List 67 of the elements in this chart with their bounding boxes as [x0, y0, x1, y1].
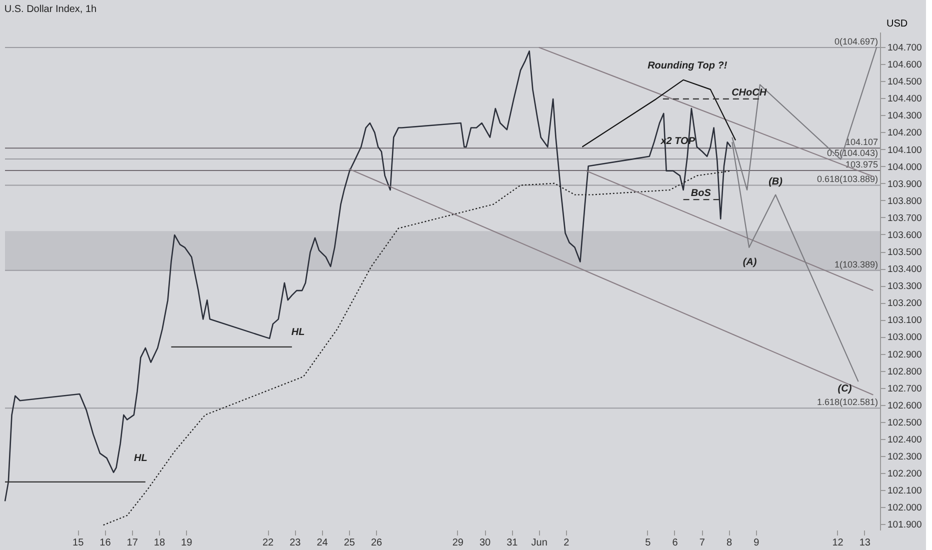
x-tick-label: 17 [126, 538, 138, 548]
annotation: Rounding Top ?! [648, 60, 728, 72]
ref-line-label: 1(103.389) [834, 259, 878, 270]
x-tick-label: 6 [672, 538, 678, 548]
y-tick-label: 102.200 [888, 468, 922, 480]
y-tick-label: 103.700 [888, 212, 922, 224]
ref-line-label: 103.975 [845, 160, 878, 170]
y-tick-label: 102.700 [888, 383, 922, 394]
y-tick-label: 101.900 [888, 520, 922, 531]
ref-line-label: 0(104.697) [834, 36, 878, 47]
x-tick-label: 16 [100, 538, 112, 548]
y-tick-label: 104.600 [888, 60, 922, 71]
x-tick-label: 26 [370, 538, 383, 548]
x-tick-label: Jun [531, 538, 548, 548]
y-tick-label: 103.000 [888, 332, 922, 344]
chart-title: U.S. Dollar Index, 1h [4, 4, 97, 15]
y-tick-label: 102.100 [888, 486, 922, 497]
y-tick-label: 104.500 [888, 76, 922, 88]
y-tick-label: 102.900 [888, 349, 922, 360]
annotation: (C) [838, 383, 852, 394]
annotation: BoS [690, 188, 712, 199]
y-tick-label: 103.500 [888, 247, 922, 258]
ref-line-label: 1.618(102.581) [816, 397, 878, 408]
y-tick-label: 102.800 [888, 366, 922, 378]
annotation: (B) [768, 176, 784, 188]
x-tick-label: 5 [645, 538, 652, 548]
x-tick-label: 12 [832, 538, 844, 548]
x-tick-label: 13 [859, 538, 871, 548]
x-tick-label: 23 [290, 538, 302, 548]
y-tick-label: 104.100 [888, 144, 922, 156]
ref-line-label: 0.618(103.889) [816, 174, 878, 184]
y-tick-label: 104.400 [888, 94, 922, 105]
y-tick-label: 103.300 [888, 281, 922, 292]
y-tick-label: 104.000 [888, 162, 922, 173]
y-axis-title: USD [886, 18, 908, 30]
y-tick-label: 103.400 [888, 264, 922, 276]
y-tick-label: 103.100 [888, 315, 922, 326]
x-tick-label: 2 [564, 538, 570, 548]
x-tick-label: 19 [181, 538, 193, 548]
x-tick-label: 9 [754, 538, 760, 548]
x-tick-label: 18 [154, 538, 166, 548]
annotation: HL [134, 453, 148, 464]
x-tick-label: 8 [726, 538, 732, 548]
y-tick-label: 102.400 [888, 434, 922, 446]
x-tick-label: 25 [344, 538, 356, 548]
y-tick-label: 103.600 [888, 230, 922, 241]
x-tick-label: 31 [506, 538, 518, 548]
x-tick-label: 15 [72, 538, 84, 548]
y-tick-label: 104.200 [888, 128, 922, 139]
annotation: CHoCH [732, 87, 768, 98]
y-tick-label: 104.700 [888, 42, 922, 54]
annotation: HL [291, 326, 305, 338]
y-tick-label: 103.800 [888, 196, 922, 207]
y-tick-label: 102.500 [888, 417, 922, 428]
x-tick-label: 24 [316, 538, 328, 548]
annotation: (A) [742, 256, 758, 268]
x-tick-label: 30 [479, 538, 492, 548]
x-tick-label: 7 [699, 538, 706, 548]
y-tick-label: 104.300 [888, 110, 922, 122]
x-tick-label: 22 [262, 538, 274, 548]
y-tick-label: 102.000 [888, 502, 922, 514]
y-tick-label: 103.900 [888, 178, 922, 190]
ref-line-label: 104.107 [845, 137, 878, 148]
y-tick-label: 102.600 [888, 400, 922, 412]
x-tick-label: 29 [452, 538, 464, 548]
y-tick-label: 102.300 [888, 452, 922, 463]
y-tick-label: 103.200 [888, 298, 922, 310]
